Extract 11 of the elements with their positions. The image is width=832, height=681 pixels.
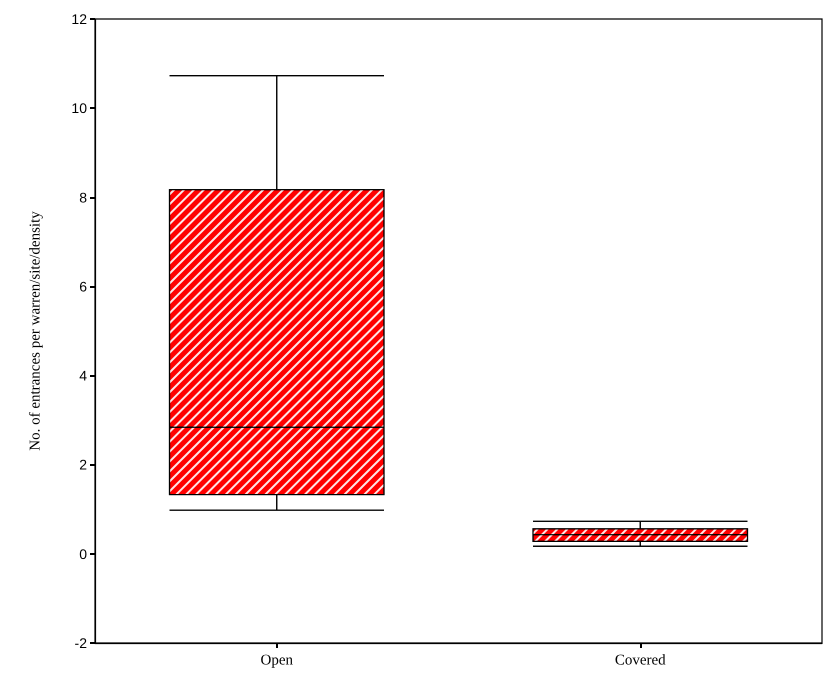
y-axis-title: No. of entrances per warren/site/density — [28, 210, 44, 451]
y-tick-label: 10 — [71, 100, 88, 116]
x-tick-label: Open — [260, 652, 294, 668]
y-tick-label: 12 — [71, 11, 88, 27]
x-tick-label: Covered — [614, 652, 666, 668]
y-tick-label: 2 — [79, 456, 88, 473]
y-tick-label: 6 — [79, 278, 88, 294]
y-tick-label: 4 — [79, 368, 88, 384]
y-tick-label: 8 — [79, 189, 88, 206]
y-tick-label: -2 — [74, 635, 88, 651]
y-tick-label: 0 — [79, 546, 88, 562]
